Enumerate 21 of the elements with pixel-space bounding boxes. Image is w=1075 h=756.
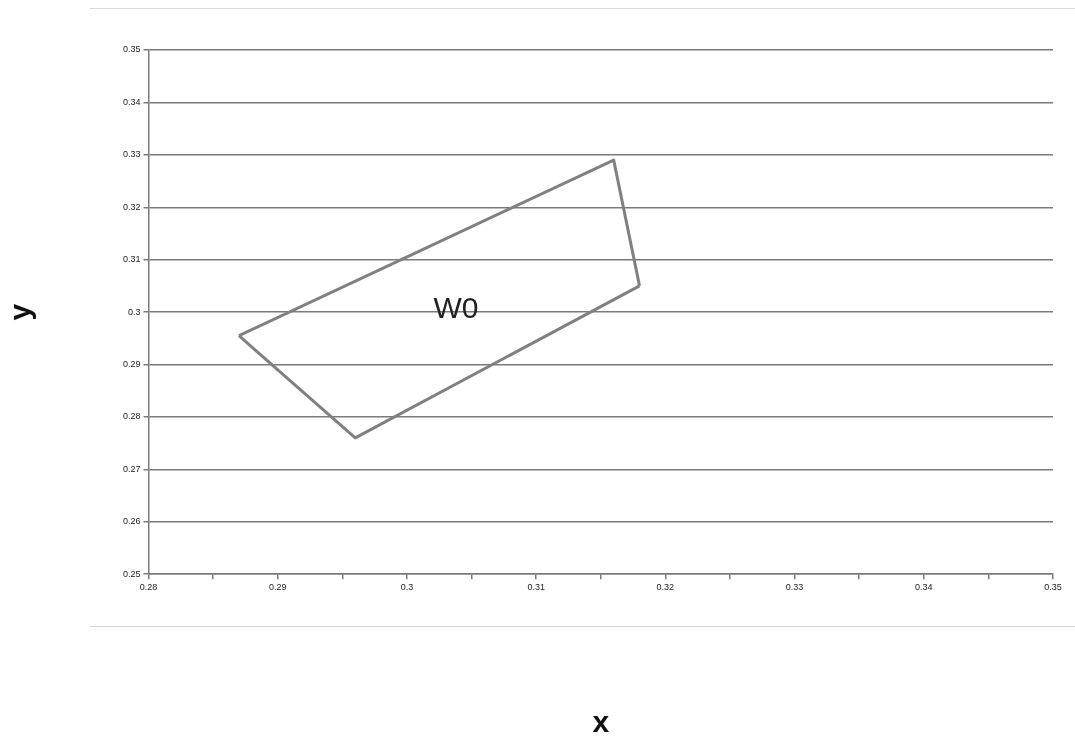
x-tick-label: 0.34 [915,582,933,593]
x-tick-label: 0.33 [785,582,804,593]
y-axis-title: y [3,303,37,321]
x-tick-label: 0.3 [400,582,414,593]
y-tick-label: 0.35 [122,44,141,55]
y-tick-label: 0.25 [122,568,141,579]
y-tick-label: 0.26 [122,516,141,527]
y-tick-label: 0.29 [122,359,141,369]
y-tick-label: 0.27 [122,463,141,474]
x-axis-title: x [592,705,610,739]
x-tick-label: 0.31 [527,582,545,593]
y-tick-label: 0.31 [122,254,141,265]
y-tick-label: 0.3 [128,306,141,317]
x-tick-label: 0.32 [656,582,675,593]
x-tick-label: 0.35 [1044,582,1062,593]
x-tick-label: 0.28 [139,582,158,593]
y-tick-label: 0.34 [122,96,141,107]
x-tick-label: 0.29 [268,582,287,593]
y-tick-label: 0.32 [122,201,141,212]
y-tick-label: 0.28 [122,411,141,422]
y-tick-label: 0.33 [122,149,141,160]
